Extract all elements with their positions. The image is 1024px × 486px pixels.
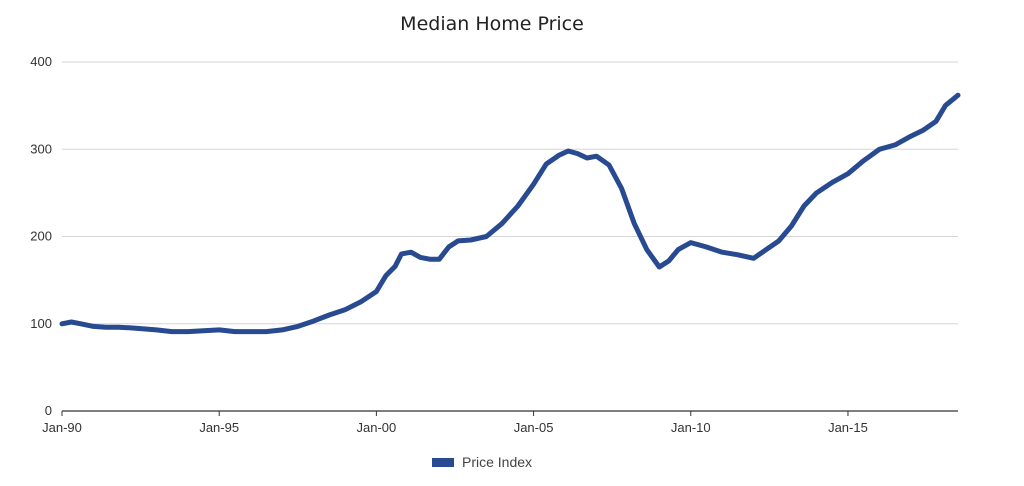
x-tick-label: Jan-15 [828,420,868,435]
y-tick-label: 400 [30,54,52,69]
series-layer [59,92,961,335]
y-tick-label: 0 [45,403,52,418]
x-tick-label: Jan-00 [357,420,397,435]
x-tick-label: Jan-05 [514,420,554,435]
gridlines [62,61,958,325]
x-axis-ticks: Jan-90 Jan-95 Jan-00 Jan-05 Jan-10 Jan-15 [42,411,868,435]
x-tick-label: Jan-10 [671,420,711,435]
legend-swatch [432,458,454,467]
y-tick-label: 300 [30,141,52,156]
y-tick-label: 100 [30,316,52,331]
series-line-price-index [59,92,961,335]
legend-label: Price Index [462,454,532,470]
legend: Price Index [432,454,532,470]
x-tick-label: Jan-90 [42,420,82,435]
x-tick-label: Jan-95 [199,420,239,435]
y-tick-label: 200 [30,229,52,244]
y-axis-ticks: 0 100 200 300 400 [30,54,52,418]
chart-title: Median Home Price [400,13,584,35]
